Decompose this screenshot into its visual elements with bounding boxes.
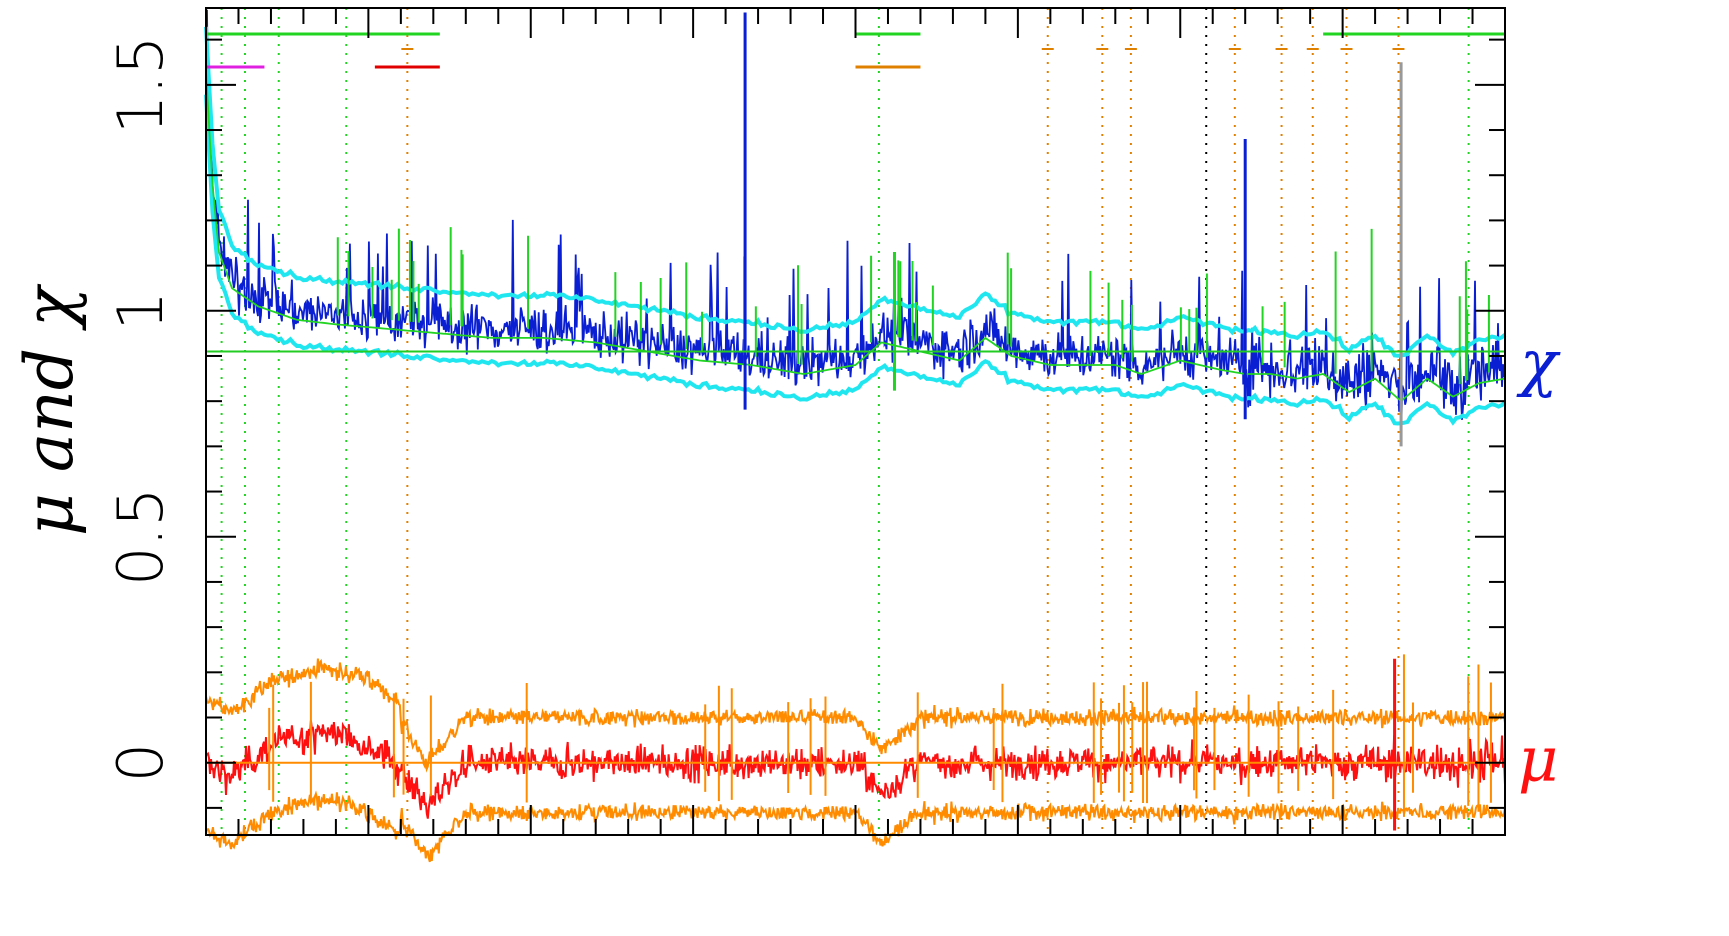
axis-ticks: [205, 8, 1506, 835]
y-tick-label: 0: [104, 743, 177, 782]
chi-fit-line: [205, 71, 1506, 403]
y-axis-label: μ and χ: [11, 283, 88, 536]
chi-envelope-lower: [204, 94, 1507, 426]
chi-series-line: [205, 9, 1506, 438]
top-interval-segments: [206, 32, 1505, 69]
y-tick-label: 0.5: [104, 487, 177, 586]
mu-series-label: μ: [1518, 723, 1558, 796]
y-tick-labels: 0 0.5 1 1.5: [104, 36, 177, 783]
mu-envelope-upper: [205, 658, 1506, 773]
mu-series-line: [205, 720, 1506, 819]
y-tick-label: 1: [104, 291, 177, 330]
chi-envelope-upper: [204, 26, 1507, 359]
series-lines: [204, 9, 1507, 863]
y-tick-label: 1.5: [104, 36, 177, 135]
reference-lines: [206, 350, 1505, 764]
chi-series-label: χ: [1516, 326, 1561, 399]
